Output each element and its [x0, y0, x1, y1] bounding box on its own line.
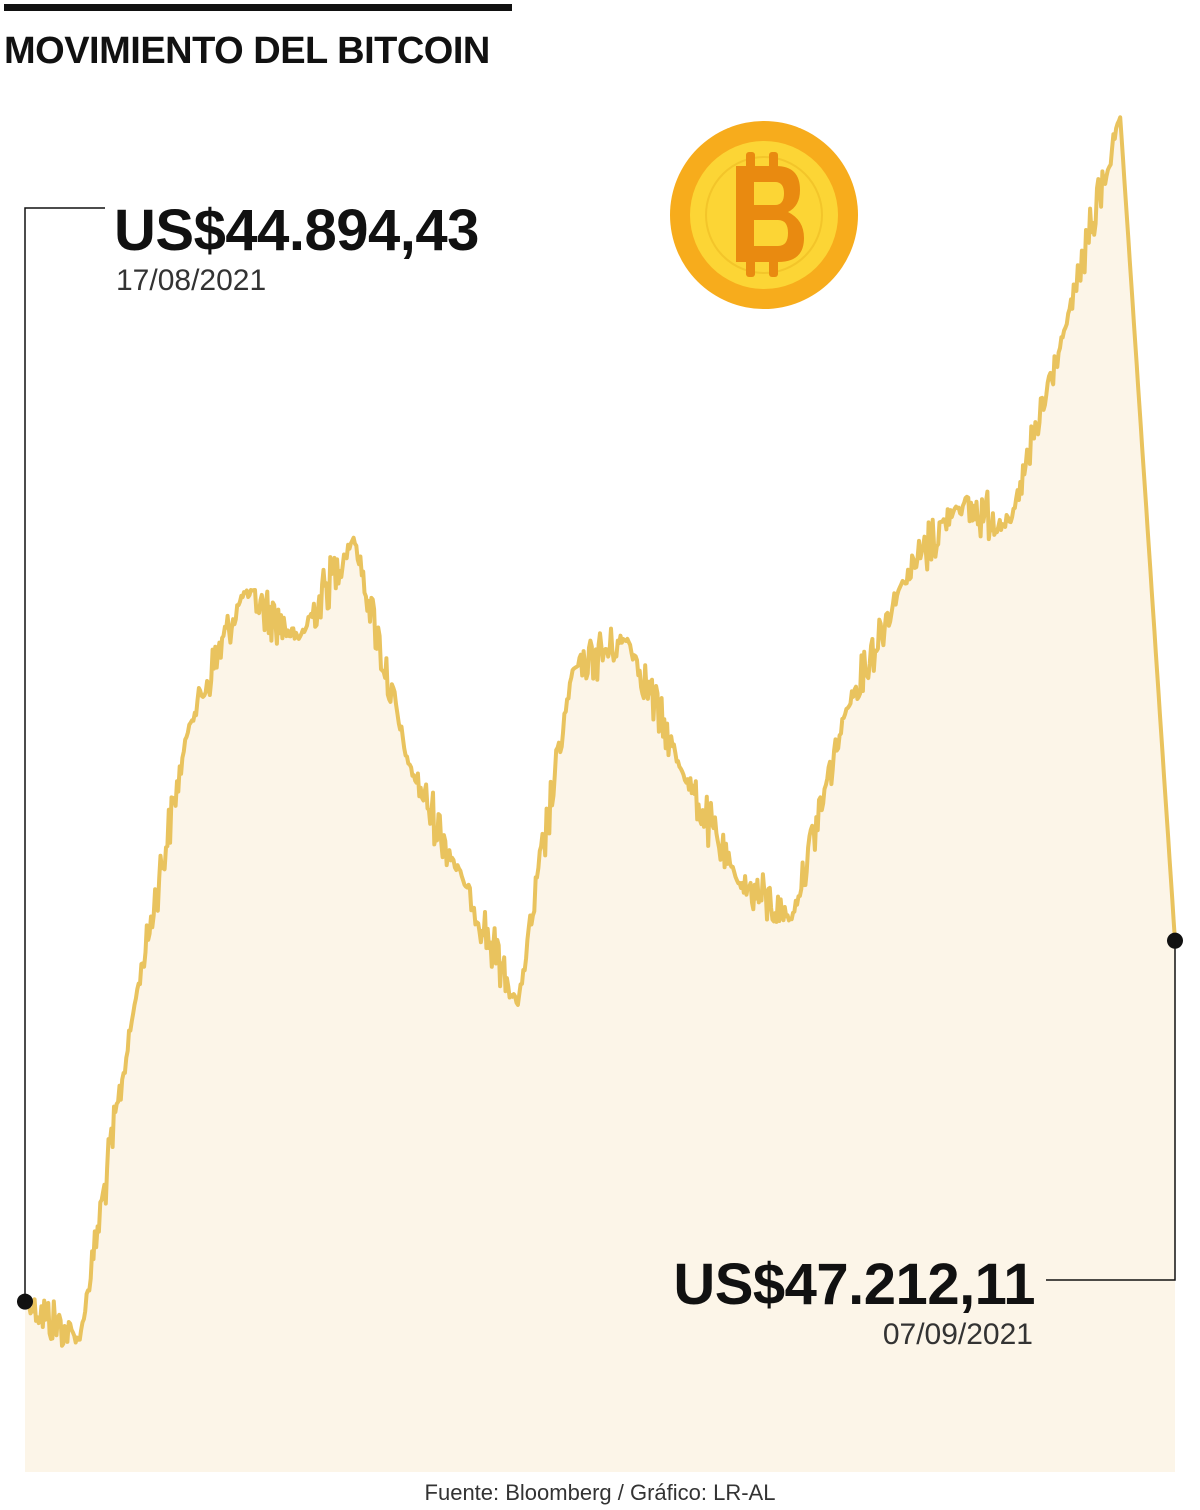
start-date-label: 17/08/2021	[116, 264, 267, 297]
end-date-label: 07/09/2021	[882, 1318, 1033, 1351]
title-rule	[4, 4, 512, 11]
end-price-label: US$47.212,11	[673, 1252, 1035, 1317]
end-leader-line	[1046, 940, 1176, 1281]
price-line	[23, 115, 1177, 1348]
bitcoin-symbol-icon	[736, 152, 804, 277]
chart-title: MOVIMIENTO DEL BITCOIN	[4, 30, 490, 72]
source-note: Fuente: Bloomberg / Gráfico: LR-AL	[424, 1480, 776, 1505]
callout-leaders	[24, 207, 1176, 1302]
price-area	[25, 117, 1175, 1472]
bitcoin-coin-icon	[670, 121, 858, 309]
start-leader-line	[24, 207, 105, 1302]
start-price-label: US$44.894,43	[114, 198, 479, 263]
